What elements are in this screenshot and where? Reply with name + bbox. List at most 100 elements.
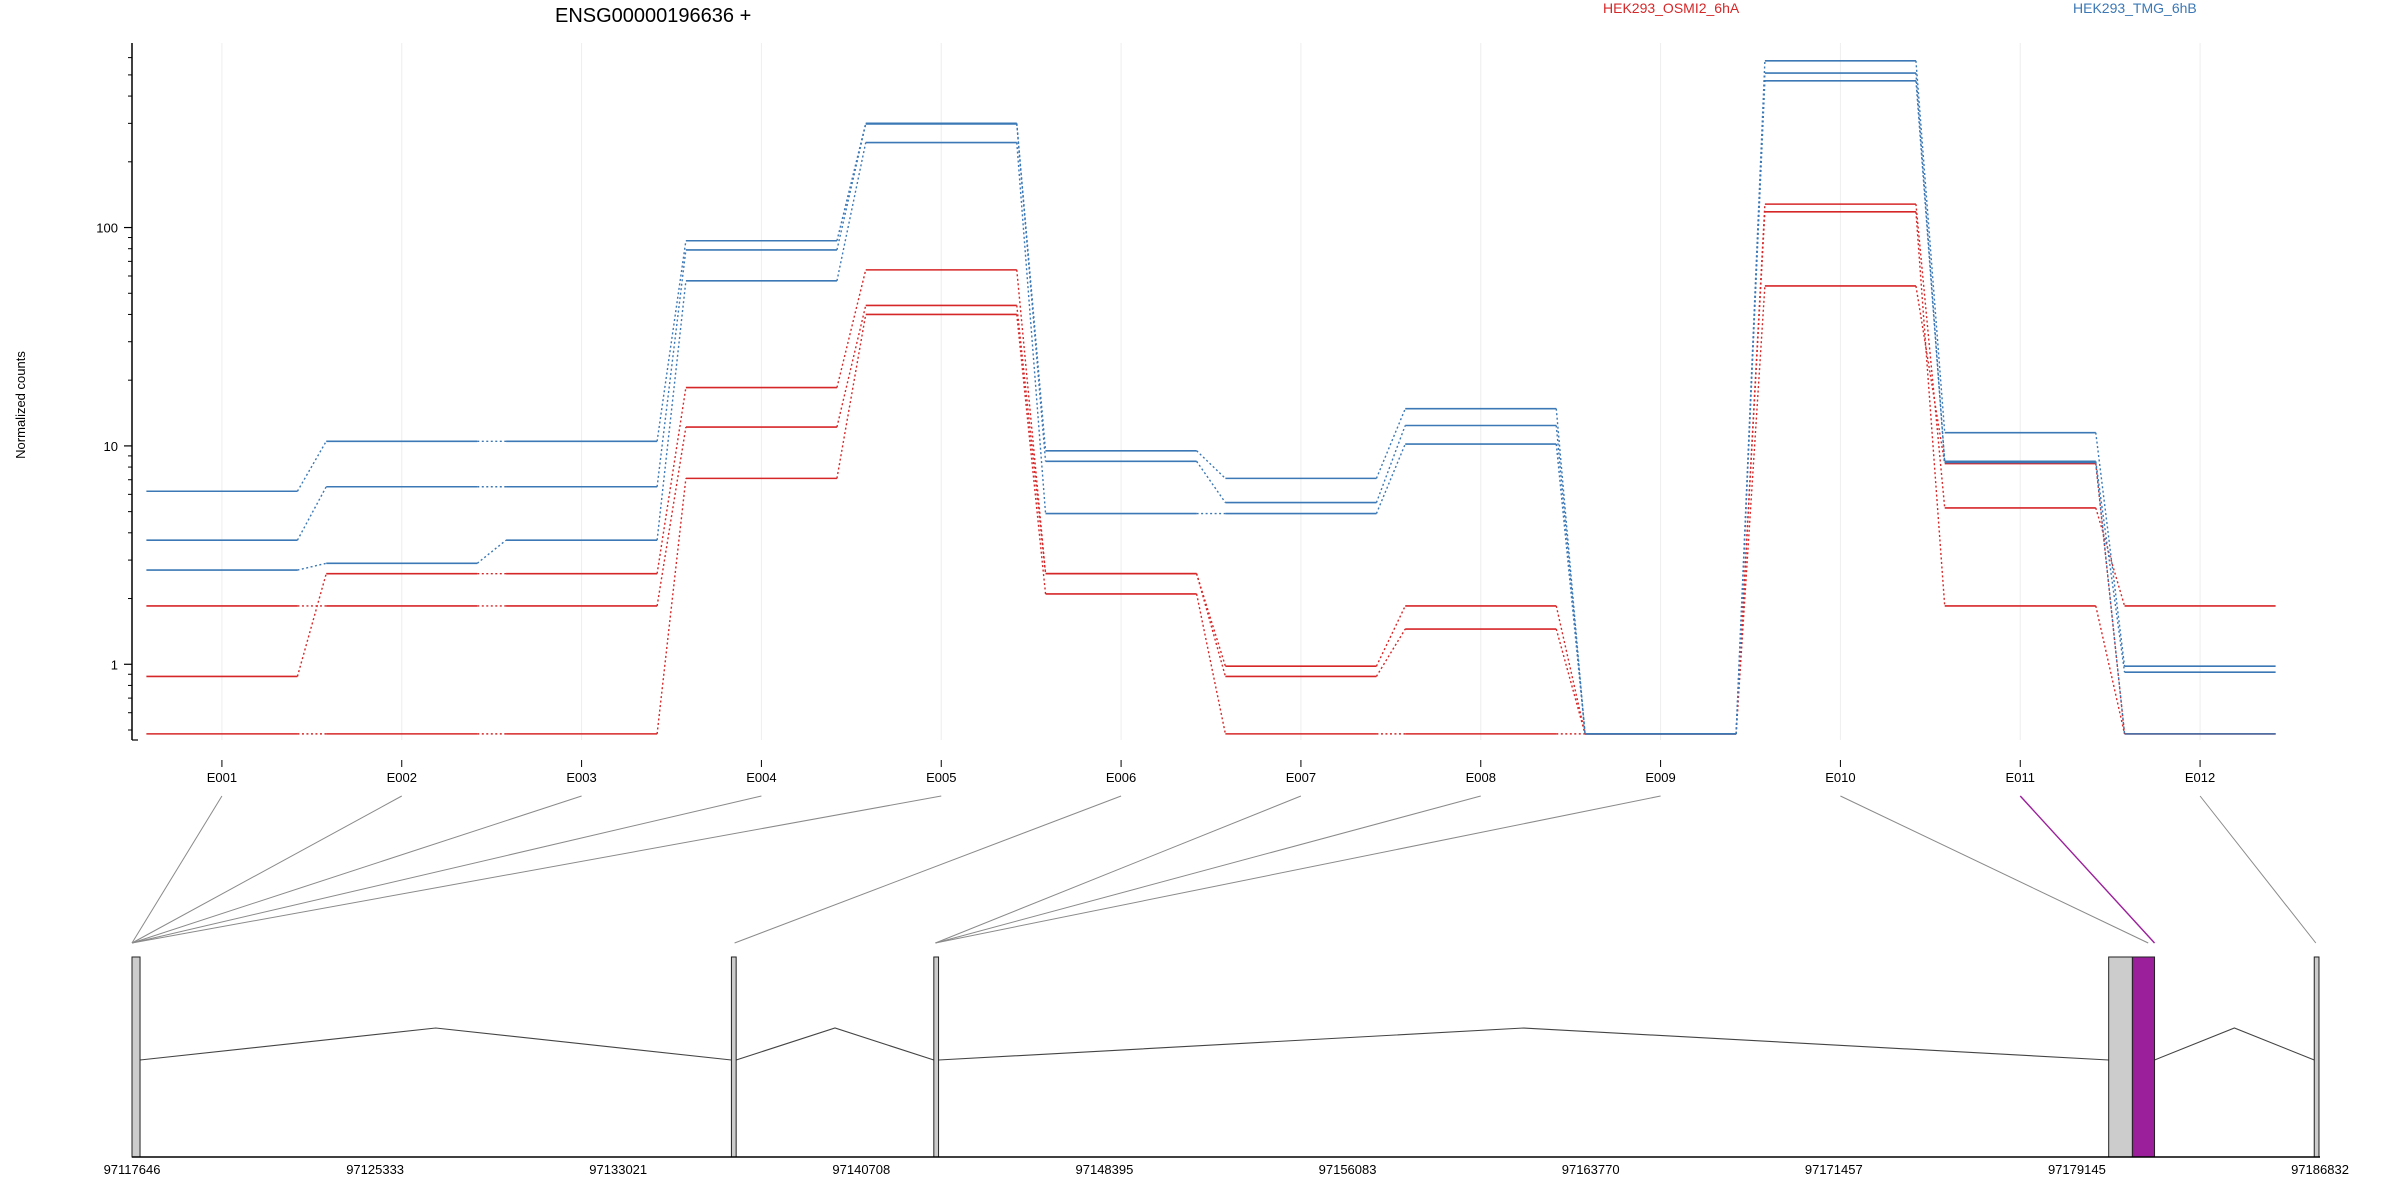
y-axis-label: Normalized counts: [13, 351, 28, 459]
series-connector: [1375, 443, 1406, 514]
x-tick-label-e012: E012: [2185, 770, 2215, 785]
series-1: [146, 203, 2276, 735]
series-connector: [1915, 204, 1946, 508]
series-connector: [1915, 80, 1946, 463]
connector-e001: [131, 795, 223, 944]
series-connector: [2095, 461, 2126, 673]
genomic-axis: 97117646 97125333 97133021 97140708 97148395…: [104, 1156, 2349, 1177]
x-ticks: E001 E002 E003 E004 E005 E006 E007 E008 E009 E010…: [132, 739, 2215, 785]
intron: [2154, 1027, 2315, 1061]
grid: [221, 43, 2201, 740]
series-connector: [1735, 80, 1766, 734]
series-lines: [146, 60, 2276, 735]
series-connector: [2095, 605, 2126, 735]
series-connector: [1375, 605, 1406, 667]
series-connector: [656, 249, 687, 487]
series-connector: [1735, 211, 1766, 734]
series-connector: [836, 314, 867, 479]
exon-block: [730, 956, 737, 1158]
series-connector: [2095, 432, 2126, 667]
exon-block: [933, 956, 940, 1158]
intron: [735, 1027, 934, 1061]
y-tick-label: 100: [96, 221, 118, 236]
x-tick-label-e007: E007: [1286, 770, 1316, 785]
series-connector: [1555, 628, 1586, 735]
x-tick-label-e005: E005: [926, 770, 956, 785]
series-5: [146, 72, 2276, 735]
connector-e012: [2199, 795, 2317, 944]
series-connector: [836, 142, 867, 281]
connector-e011: [2019, 795, 2156, 944]
series-connector: [1915, 285, 1946, 464]
x-tick-label-e004: E004: [746, 770, 776, 785]
genomic-tick-label: 97148395: [1076, 1162, 1134, 1177]
x-tick-label-e002: E002: [387, 770, 417, 785]
genomic-tick-label: 97171457: [1805, 1162, 1863, 1177]
intron: [938, 1027, 2109, 1061]
connector-e005: [131, 795, 942, 944]
connector-e006: [734, 795, 1122, 944]
series-connector: [296, 573, 327, 677]
x-tick-label-e011: E011: [2006, 770, 2035, 785]
genomic-tick-label: 97179145: [2048, 1162, 2106, 1177]
chart-title: ENSG00000196636 +: [555, 5, 751, 27]
series-connector: [656, 240, 687, 442]
series-connector: [1915, 211, 1946, 606]
series-2: [146, 211, 2276, 735]
series-4: [146, 60, 2276, 735]
series-connector: [1195, 593, 1227, 735]
intron: [139, 1027, 732, 1061]
y-tick-label: 1: [111, 657, 118, 672]
series-connector: [836, 123, 867, 251]
series-6: [146, 79, 2276, 735]
genomic-tick-label: 97186832: [2291, 1162, 2349, 1177]
series-connector: [2095, 462, 2126, 734]
series-connector: [1555, 605, 1586, 735]
connector-e009: [935, 795, 1661, 944]
y-tick-label: 10: [104, 439, 118, 454]
exon-block: [131, 956, 141, 1158]
legend-osmi2: HEK293_OSMI2_6hA: [1603, 0, 1740, 16]
series-connector: [1016, 269, 1047, 574]
series-connector: [296, 440, 327, 492]
connector-e007: [935, 795, 1302, 944]
genomic-tick-label: 97140708: [832, 1162, 890, 1177]
y-ticks: 1 10 100: [96, 57, 132, 731]
series-connector: [1016, 305, 1047, 574]
gene-model: [131, 956, 2320, 1158]
series-3: [146, 285, 2276, 735]
x-tick-label-e003: E003: [566, 770, 596, 785]
series-connector: [656, 280, 687, 541]
x-tick-label-e008: E008: [1466, 770, 1496, 785]
x-tick-label-e006: E006: [1106, 770, 1136, 785]
legend-tmg: HEK293_TMG_6hB: [2073, 0, 2197, 16]
genomic-tick-label: 97163770: [1562, 1162, 1620, 1177]
series-connector: [1016, 142, 1047, 514]
series-connector: [1196, 460, 1226, 504]
series-connector: [1016, 123, 1047, 462]
genomic-tick-label: 97156083: [1319, 1162, 1377, 1177]
connector-e002: [131, 795, 402, 944]
series-connector: [296, 486, 327, 541]
series-connector: [1555, 408, 1586, 734]
series-connector: [1375, 425, 1406, 503]
series-connector: [1196, 450, 1226, 479]
x-tick-label-e010: E010: [1825, 770, 1855, 785]
connector-e003: [131, 795, 582, 944]
connector-e008: [935, 795, 1481, 944]
series-connector: [1016, 314, 1047, 594]
series-connector: [1375, 408, 1406, 479]
genomic-tick-label: 97117646: [104, 1162, 161, 1177]
series-connector: [836, 305, 867, 428]
x-tick-label-e001: E001: [207, 770, 237, 785]
series-connector: [836, 269, 867, 388]
connector-e004: [131, 795, 762, 944]
series-connector: [656, 387, 687, 574]
exon-connectors: [131, 795, 2317, 944]
exon-block: [2313, 956, 2320, 1158]
genomic-tick-label: 97125333: [346, 1162, 404, 1177]
connector-e010: [1840, 795, 2149, 944]
series-connector: [1555, 443, 1586, 734]
genomic-tick-label: 97133021: [589, 1162, 647, 1177]
